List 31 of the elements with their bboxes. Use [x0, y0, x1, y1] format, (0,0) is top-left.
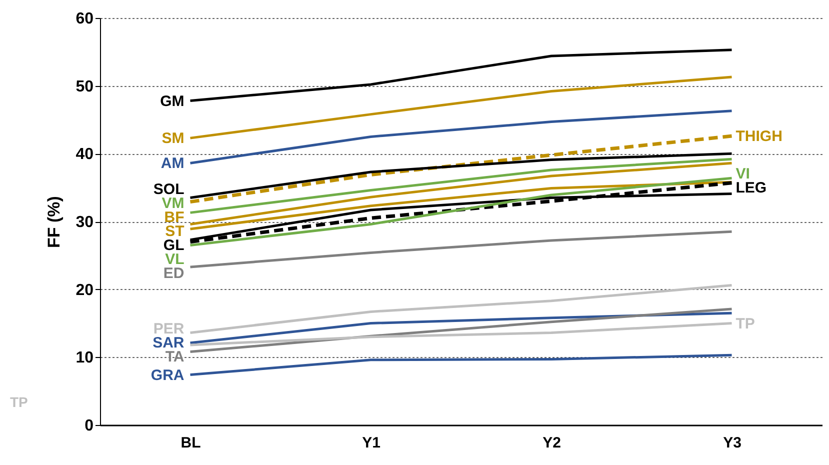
y-tick-label: 20 — [76, 282, 94, 299]
annotation: THIGH — [736, 128, 782, 146]
y-tick-label: 30 — [76, 214, 94, 231]
y-tick-label: 0 — [84, 418, 94, 434]
line-series — [189, 48, 733, 102]
line-series — [189, 76, 733, 140]
y-tick-label: 50 — [76, 78, 94, 96]
text: TP — [10, 394, 28, 410]
series-label: SM — [162, 130, 184, 148]
line-series — [189, 110, 733, 164]
line-series — [188, 134, 734, 204]
y-tick-label: 10 — [76, 350, 94, 367]
x-tick-label: Y2 — [542, 434, 561, 452]
line-series — [189, 322, 733, 346]
y-tick-label: 60 — [76, 10, 94, 28]
annotation: TP — [736, 315, 755, 332]
line-series — [189, 354, 733, 376]
y-tick-label: 40 — [76, 146, 94, 164]
x-tick-label: Y1 — [362, 434, 380, 452]
line-series — [189, 180, 733, 230]
series-label: GRA — [150, 366, 184, 384]
line-series — [189, 284, 733, 334]
line-series — [189, 158, 733, 214]
y-axis-title: FF (%) — [44, 196, 64, 248]
line-series — [189, 230, 733, 268]
series-label: AM — [160, 155, 184, 172]
x-tick-label: Y3 — [723, 434, 742, 452]
line-series — [189, 162, 733, 226]
line-series — [189, 152, 733, 200]
series-label: GM — [160, 92, 184, 110]
x-tick-label: BL — [180, 434, 201, 452]
